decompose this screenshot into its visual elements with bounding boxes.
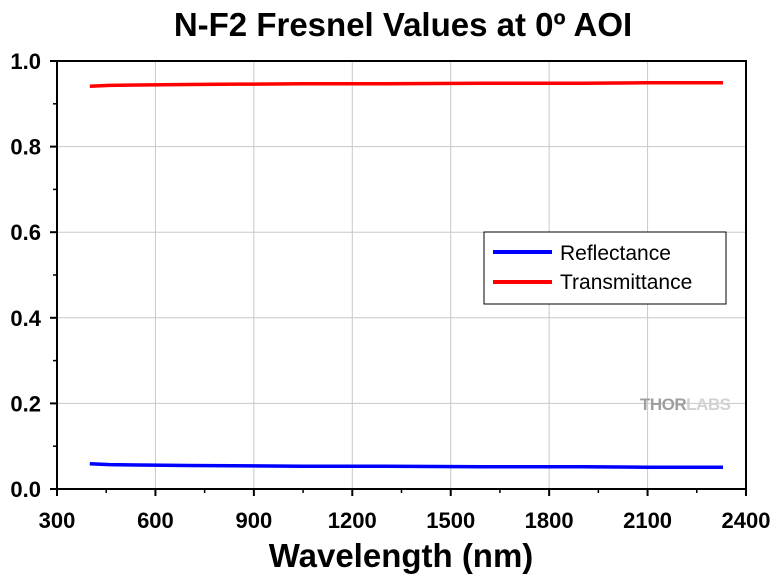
svg-text:THORLABS: THORLABS <box>640 395 731 414</box>
x-tick-label: 1200 <box>328 508 377 533</box>
x-tick-label: 900 <box>235 508 272 533</box>
watermark-labs: LABS <box>686 395 730 414</box>
x-tick-label: 300 <box>39 508 76 533</box>
y-tick-label: 0.8 <box>10 135 41 160</box>
x-axis-label: Wavelength (nm) <box>269 537 534 574</box>
x-tick-label: 1800 <box>525 508 574 533</box>
x-tick-label: 1500 <box>426 508 475 533</box>
chart-title: N-F2 Fresnel Values at 0º AOI <box>174 6 632 43</box>
x-tick-label: 2400 <box>722 508 771 533</box>
y-tick-label: 0.2 <box>10 391 41 416</box>
series-line-reflectance <box>89 461 723 469</box>
x-tick-label: 2100 <box>623 508 672 533</box>
legend-label-transmittance: Transmittance <box>560 271 692 294</box>
axes: 300 600 900 1200 1500 1800 2100 2400 0.0 0.2 0.4 0.… <box>10 49 770 533</box>
y-tick-label: 1.0 <box>10 49 41 74</box>
legend: Reflectance Transmittance <box>483 231 727 305</box>
watermark-thor: THOR <box>640 395 686 414</box>
plot-area <box>89 81 723 469</box>
y-tick-label: 0.6 <box>10 220 41 245</box>
y-tick-label: 0.4 <box>10 306 41 331</box>
series-line-transmittance <box>89 81 723 89</box>
x-tick-label: 600 <box>137 508 174 533</box>
y-tick-label: 0.0 <box>10 477 41 502</box>
legend-label-reflectance: Reflectance <box>560 242 671 265</box>
legend-box <box>483 231 727 305</box>
thorlabs-watermark: THORLABS <box>640 395 731 414</box>
